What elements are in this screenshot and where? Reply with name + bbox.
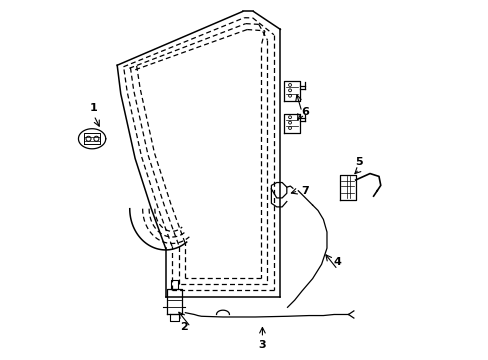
Text: 7: 7 (301, 186, 309, 196)
Text: 4: 4 (333, 257, 341, 267)
Text: 3: 3 (258, 340, 265, 350)
Text: 5: 5 (355, 157, 362, 167)
Text: 2: 2 (179, 322, 187, 332)
Text: 6: 6 (301, 107, 309, 117)
Text: 1: 1 (90, 103, 98, 113)
